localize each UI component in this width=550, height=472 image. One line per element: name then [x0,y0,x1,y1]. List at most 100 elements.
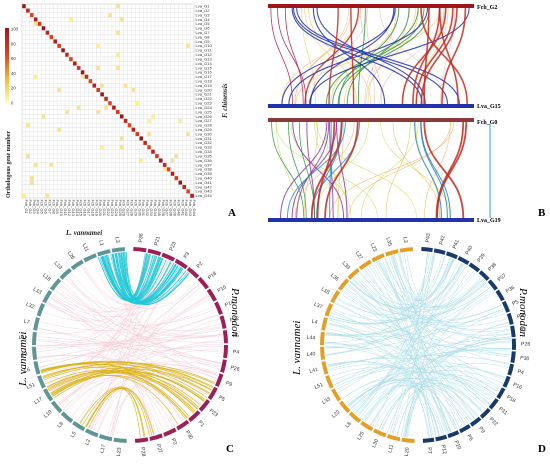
chromosome-label: L1 [97,240,104,247]
chromosome-segment [360,420,374,432]
circos-link [39,315,219,368]
heatmap-cell [30,176,34,181]
heatmap-cell [34,74,38,79]
heatmap-cell [116,30,120,35]
circos-link [50,296,160,434]
chromosome-segment [135,437,149,443]
chromosome-label: L4 [311,319,318,326]
heatmap-row-label: Lva_G38 [196,167,213,172]
circos-link [373,262,511,340]
chromosome-label: L18 [41,273,52,283]
circos-link [37,330,222,347]
heatmap-row-label: Lva_G16 [196,70,213,75]
heatmap-col-label: Fch_G42 [184,200,189,217]
synteny-link [325,121,340,219]
heatmap-cell-diagonal [37,21,42,26]
heatmap-row-label: Lva_G20 [196,87,213,92]
heatmap-cell [45,193,50,198]
circos-link [345,379,452,433]
colorbar-tick: 100 [11,27,19,32]
chromosome-segment [149,433,163,441]
synteny-link [304,7,360,105]
chromosome-label: P42 [439,235,447,245]
circos-link [393,255,451,302]
heatmap-col-label: Fch_G26 [122,200,127,217]
circos-link [399,253,484,307]
circos-link [354,262,463,309]
synteny-link [438,7,459,105]
heatmap-row-label: Lva_G23 [196,101,213,106]
circos-link [353,278,486,409]
circos-link [347,284,448,434]
heatmap-cell [163,167,167,172]
label-fch-g0: Fch_G0 [477,120,497,126]
circos-link [340,293,503,323]
circos-link [336,255,443,315]
circos-link [37,336,223,353]
heatmap-cell-diagonal [127,123,132,128]
heatmap-col-label: Fch_G32 [145,200,150,217]
circos-link [329,263,463,324]
circos-link [111,254,152,437]
heatmap-col-label: Fch_G40 [176,200,181,217]
chromosome-label: L27 [354,250,364,261]
circos-link [327,323,483,412]
colorbar-tick: 40 [11,71,16,76]
heatmap-cell-diagonal [155,154,159,159]
synteny-link [385,121,411,219]
synteny-link [291,121,338,219]
heatmap-cell-diagonal [131,127,136,132]
circos-c-links [37,252,223,438]
circos-link [329,253,434,325]
heatmap-cell [123,83,128,88]
heatmap-row-label: Lva_G40 [196,175,213,180]
heatmap-col-label: Fch_G39 [172,200,177,217]
circos-link [396,374,500,436]
synteny-link [329,121,454,219]
chromosome-label: L37 [313,302,323,311]
circos-link [326,328,437,437]
heatmap-cell-diagonal [135,132,140,137]
circos-link [346,379,459,430]
synteny-link [324,121,359,219]
chromosome-segment [60,411,74,424]
chromosome-label: L8 [57,421,65,429]
panel-c: P36 P21P23P3P2P18P15P14P22P6P4P26P9P5P23P… [17,233,241,457]
chromosome-label: P26 [230,365,240,373]
chromosome-label: P3 [183,251,192,260]
heatmap-col-label: Fch_G5 [40,200,45,215]
circos-link [38,327,219,374]
heatmap-row-label: Lva_G32 [196,140,213,145]
chromosome-segment [479,408,491,419]
chromosome-label: L33 [321,396,332,406]
chromosome-label: L2 [84,438,92,446]
heatmap-cell [116,52,120,57]
chromosome-segment [32,346,38,360]
chromosome-label: L8 [345,421,353,429]
synteny-link [281,7,396,105]
chromosome-label: L20 [404,447,411,456]
circos-link [363,269,509,365]
chromosome-label: P36 [505,285,516,295]
synteny-link [357,7,366,105]
heatmap-row-labels: Lva_G1Lva_G2Lva_G3Lva_G4Lva_G5Lva_G6Lva_… [196,4,213,199]
heatmap-cell-diagonal [100,92,104,97]
heatmap-row-label: Lva_G18 [196,78,213,83]
synteny-link [280,121,328,219]
panel-letter-a: A [228,207,236,219]
circos-link [384,258,436,437]
chromosome-segment [207,386,218,401]
chromosome-label: P39 [476,253,486,264]
circos-link [86,388,145,438]
heatmap-ylabel: Orthologous gene number [6,131,12,198]
chromosome-segment [468,262,481,273]
chromosome-segment [133,247,147,253]
circos-link [37,260,170,352]
synteny-link-vertical [489,124,491,218]
synteny-link [298,121,315,219]
circos-link [121,252,176,302]
heatmap-col-label: Fch_G16 [83,200,88,217]
heatmap-col-label: Fch_G13 [71,200,76,217]
circos-link [386,322,509,433]
circos-link [392,255,487,308]
